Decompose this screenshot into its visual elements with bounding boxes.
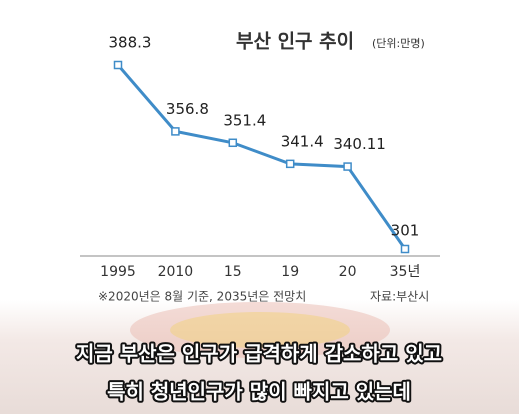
- point: [343, 162, 352, 171]
- source: 자료:부산시: [370, 290, 429, 304]
- caption: 특히 청년인구가 많이 빠지고 있는데: [107, 380, 411, 404]
- x-tick-label: 35년: [390, 264, 421, 280]
- value-label: 301: [391, 222, 420, 240]
- value-label: 388.3: [109, 34, 152, 52]
- point: [113, 60, 123, 70]
- caption: 지금 부산은 인구가 급격하게 감소하고 있고: [76, 342, 442, 366]
- point: [400, 244, 410, 254]
- x-tick-label: 15: [224, 264, 242, 280]
- value-label: 351.4: [223, 111, 266, 129]
- note: ※2020년은 8월 기준, 2035년은 전망치: [98, 290, 306, 304]
- x-tick-label: 1995: [100, 264, 136, 280]
- x-tick-label: 19: [281, 264, 299, 280]
- value-label: 340.11: [333, 135, 386, 153]
- point: [171, 127, 180, 136]
- value-label: 341.4: [281, 132, 324, 150]
- logo-shape: [170, 312, 350, 348]
- x-tick-label: 20: [339, 264, 357, 280]
- value-label: 356.8: [166, 100, 209, 118]
- line: [116, 64, 407, 250]
- x-tick-label: 2010: [158, 264, 194, 280]
- plot: 388.3 1995 356.8 2010 351.4 15 341.4 19 340.11 20…: [100, 34, 420, 281]
- chart-title: 부산 인구 추이: [236, 31, 354, 53]
- point: [285, 159, 295, 169]
- point: [228, 138, 238, 148]
- unit-label: (단위:만명): [372, 37, 425, 50]
